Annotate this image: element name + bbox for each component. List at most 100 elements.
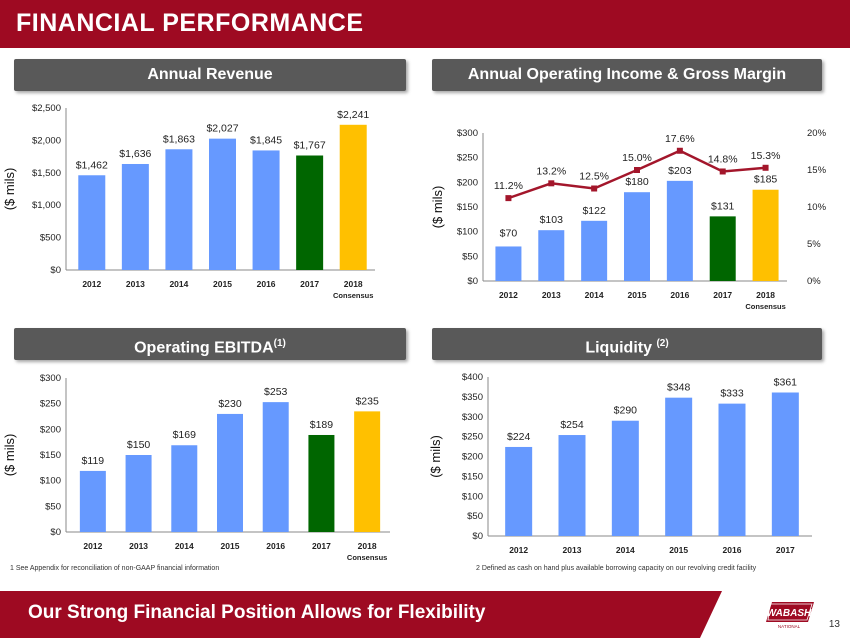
x-tick-label: 2016 (266, 541, 285, 551)
operating-header-label: Annual Operating Income & Gross Margin (467, 66, 787, 83)
x-tick-label: 2013 (126, 279, 145, 289)
bar-2017 (296, 155, 324, 270)
ebitda-header-footnote-ref: (1) (273, 338, 286, 349)
bottom-banner (0, 591, 722, 638)
y-tick-label: $50 (467, 511, 483, 522)
y-tick-label: $50 (462, 251, 478, 262)
bar-2012 (79, 470, 106, 532)
y-tick-label: $150 (457, 202, 478, 213)
bar-value-label: $290 (614, 405, 638, 417)
y-axis-label: ($ mils) (2, 434, 17, 477)
x-tick-label: 2017 (776, 545, 795, 555)
bar-2017 (771, 392, 799, 536)
bar-2014 (171, 445, 198, 532)
y-tick-label: $250 (457, 153, 478, 164)
bar-2016 (262, 402, 289, 532)
gross-margin-label: 14.8% (708, 153, 738, 165)
bar-2015 (624, 192, 650, 281)
y-tick-label: $0 (472, 531, 483, 542)
bar-2016 (252, 150, 280, 270)
slide-title: FINANCIAL PERFORMANCE (16, 9, 364, 37)
logo-wordmark: WABASH (767, 608, 812, 619)
y-tick-label: $300 (457, 128, 478, 139)
bar-2014 (611, 420, 639, 536)
bar-2015 (665, 397, 693, 536)
x-tick-label: 2017 (312, 541, 331, 551)
y-tick-label: $100 (40, 476, 61, 487)
bar-value-label: $1,767 (294, 139, 326, 151)
x-tick-label: 2015 (628, 290, 647, 300)
y-tick-label: $200 (457, 177, 478, 188)
bar-2014 (581, 220, 608, 281)
bar-value-label: $2,241 (337, 109, 369, 121)
gross-margin-marker (548, 180, 555, 187)
x-tick-label: 2014 (175, 541, 194, 551)
x-tick-sublabel: Consensus (347, 553, 387, 562)
y-tick-label: $200 (462, 452, 483, 463)
bar-2013 (558, 435, 586, 536)
bar-value-label: $185 (754, 174, 778, 186)
bar-2012 (505, 446, 533, 536)
gross-margin-marker (634, 167, 640, 173)
bar-value-label: $224 (507, 431, 531, 443)
bar-2012 (78, 175, 106, 270)
y-axis-label: ($ mils) (2, 168, 17, 211)
bar-value-label: $1,636 (119, 148, 151, 160)
x-tick-sublabel: Consensus (333, 291, 373, 300)
y-tick-label: $250 (40, 399, 61, 410)
operating-ebitda-chart: $0 $50 $100 $150 $200 $250 $300 ($ mils) $119 $15… (2, 373, 390, 562)
annual-revenue-chart: $0 $500 $1,000 $1,500 $2,000 $2,500 ($ mils) $1… (2, 103, 375, 300)
y-tick-label: $100 (462, 491, 483, 502)
y-tick-label: $300 (40, 373, 61, 384)
x-tick-label: 2016 (257, 279, 276, 289)
bar-value-label: $254 (560, 419, 584, 431)
secondary-y-tick-label: 15% (807, 165, 827, 176)
x-tick-label: 2013 (563, 545, 582, 555)
liquidity-header-footnote-ref: (2) (656, 338, 669, 349)
x-tick-label: 2014 (585, 290, 604, 300)
title-bar (0, 0, 850, 48)
bar-value-label: $361 (774, 377, 798, 389)
bar-value-label: $189 (310, 419, 334, 431)
gross-margin-label: 17.6% (665, 133, 695, 145)
bar-value-label: $253 (264, 386, 288, 398)
x-tick-label: 2015 (221, 541, 240, 551)
x-tick-label: 2012 (83, 541, 102, 551)
operating-income-chart: $0 $50 $100 $150 $200 $250 $300 ($ mils) $70 $103… (430, 128, 827, 311)
secondary-y-tick-label: 20% (807, 128, 827, 139)
y-tick-label: $100 (457, 227, 478, 238)
y-tick-label: $500 (40, 233, 61, 244)
bar-value-label: $169 (173, 429, 197, 441)
x-tick-label: 2014 (616, 545, 635, 555)
gross-margin-marker (676, 147, 683, 154)
y-tick-label: $1,000 (32, 200, 61, 211)
y-tick-label: $400 (462, 372, 483, 383)
gross-margin-marker (762, 164, 769, 171)
x-tick-label: 2013 (129, 541, 148, 551)
bar-value-label: $180 (625, 176, 649, 188)
gross-margin-marker (591, 185, 598, 192)
footnote-liquidity: 2 Defined as cash on hand plus available… (476, 565, 757, 572)
bar-2017 (709, 216, 736, 281)
y-tick-label: $50 (45, 501, 61, 512)
bar-value-label: $119 (82, 455, 105, 467)
y-tick-label: $350 (462, 392, 483, 403)
x-tick-sublabel: Consensus (745, 302, 785, 311)
page-number: 13 (828, 619, 840, 630)
bar-2014 (165, 149, 193, 270)
bottom-message: Our Strong Financial Position Allows for… (28, 602, 486, 623)
liquidity-header-label: Liquidity (585, 339, 652, 357)
x-tick-label: 2018 (344, 279, 363, 289)
x-tick-label: 2017 (300, 279, 319, 289)
y-tick-label: $300 (462, 412, 483, 423)
bar-value-label: $150 (127, 439, 151, 451)
gross-margin-label: 12.5% (579, 171, 609, 183)
x-tick-label: 2015 (213, 279, 232, 289)
bar-2016 (666, 180, 693, 281)
x-tick-label: 2012 (509, 545, 528, 555)
gross-margin-marker (719, 168, 726, 175)
y-tick-label: $2,000 (32, 135, 61, 146)
y-tick-label: $0 (467, 276, 478, 287)
wabash-logo: WABASH NATIONAL (766, 602, 814, 629)
x-tick-label: 2016 (723, 545, 742, 555)
